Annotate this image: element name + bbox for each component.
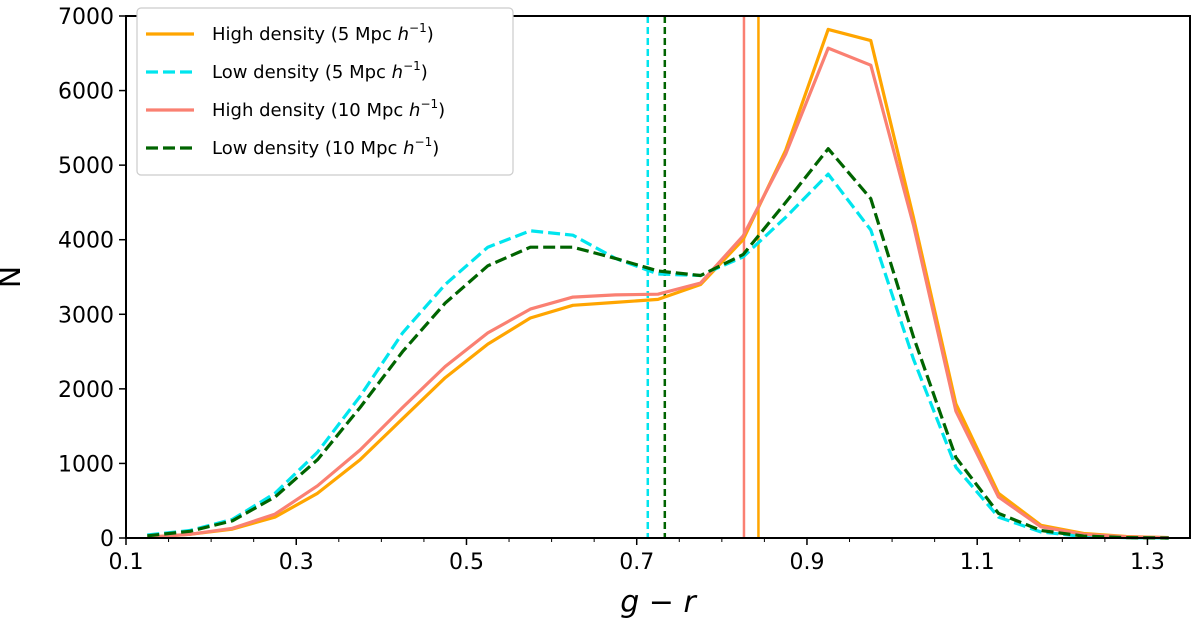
y-tick-label-5: 5000 — [58, 154, 114, 179]
axes-frame — [125, 15, 1191, 539]
x-tick-label-5: 1.1 — [960, 550, 995, 575]
y-tick-label-6: 6000 — [58, 80, 114, 105]
y-tick-label-4: 4000 — [58, 229, 114, 254]
x-tick-label-6: 1.3 — [1130, 550, 1165, 575]
x-axis-title: g − r — [620, 585, 697, 620]
series-line-0 — [147, 27, 1169, 540]
legend-label-3: Low density (10 Mpc h−1) — [212, 135, 439, 159]
legend-frame — [136, 7, 514, 176]
y-tick-label-2: 2000 — [58, 378, 114, 403]
series-line-1 — [147, 172, 1169, 540]
axis-ticks: 0.1 0.3 0.5 0.7 0.9 1.1 1.3 0 1000 2000 3000 4000 50… — [58, 5, 1165, 575]
x-tick-label-0: 0.1 — [109, 550, 144, 575]
x-tick-label-4: 0.9 — [789, 550, 824, 575]
x-tick-label-1: 0.3 — [279, 550, 314, 575]
y-tick-label-0: 0 — [100, 527, 114, 552]
y-axis-title: N — [0, 266, 28, 288]
x-tick-label-2: 0.5 — [449, 550, 484, 575]
plot-area — [147, 16, 1169, 540]
series-line-2 — [147, 46, 1169, 540]
legend: High density (5 Mpc h−1) Low density (5 M… — [136, 7, 514, 176]
legend-label-0: High density (5 Mpc h−1) — [212, 21, 434, 45]
y-tick-label-3: 3000 — [58, 303, 114, 328]
x-tick-label-3: 0.7 — [619, 550, 654, 575]
y-tick-label-1: 1000 — [58, 452, 114, 477]
series-line-3 — [147, 147, 1169, 540]
legend-label-1: Low density (5 Mpc h−1) — [212, 59, 428, 83]
y-tick-label-7: 7000 — [58, 5, 114, 30]
legend-label-2: High density (10 Mpc h−1) — [212, 97, 445, 121]
